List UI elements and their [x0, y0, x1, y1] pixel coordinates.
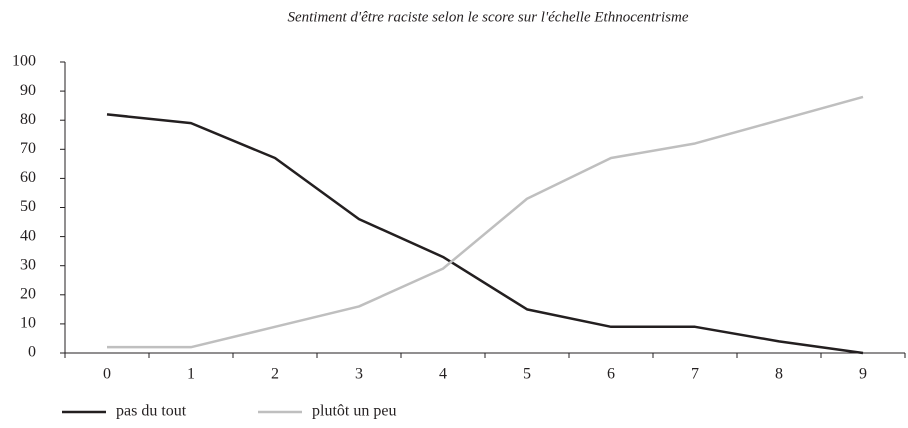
y-tick-label: 90	[20, 82, 36, 99]
x-tick-label: 5	[523, 366, 531, 383]
x-tick-label: 2	[271, 366, 279, 383]
x-tick-label: 7	[691, 366, 699, 383]
x-tick-label: 3	[355, 366, 363, 383]
x-tick-label: 8	[775, 366, 783, 383]
y-tick-label: 50	[20, 198, 36, 215]
line	[107, 95, 864, 349]
y-tick-label: 80	[20, 111, 36, 128]
x-tick-label: 9	[859, 366, 867, 383]
y-tick-label: 100	[12, 53, 36, 70]
x-tick-label: 6	[607, 366, 615, 383]
y-tick-label: 30	[20, 256, 36, 273]
legend-label: plutôt un peu	[312, 403, 396, 420]
y-tick-label: 20	[20, 285, 36, 302]
x-tick-label: 0	[103, 366, 111, 383]
y-tick-label: 40	[20, 227, 36, 244]
legend-label: pas du tout	[116, 403, 187, 420]
y-tick-label: 70	[20, 140, 36, 157]
chart-title: Sentiment d'être raciste selon le score …	[287, 9, 688, 25]
y-tick-label: 60	[20, 169, 36, 186]
y-tick-label: 0	[28, 344, 36, 361]
x-tick-label: 1	[187, 366, 195, 383]
x-tick-label: 4	[439, 366, 447, 383]
line	[106, 113, 864, 355]
y-tick-label: 10	[20, 315, 36, 332]
